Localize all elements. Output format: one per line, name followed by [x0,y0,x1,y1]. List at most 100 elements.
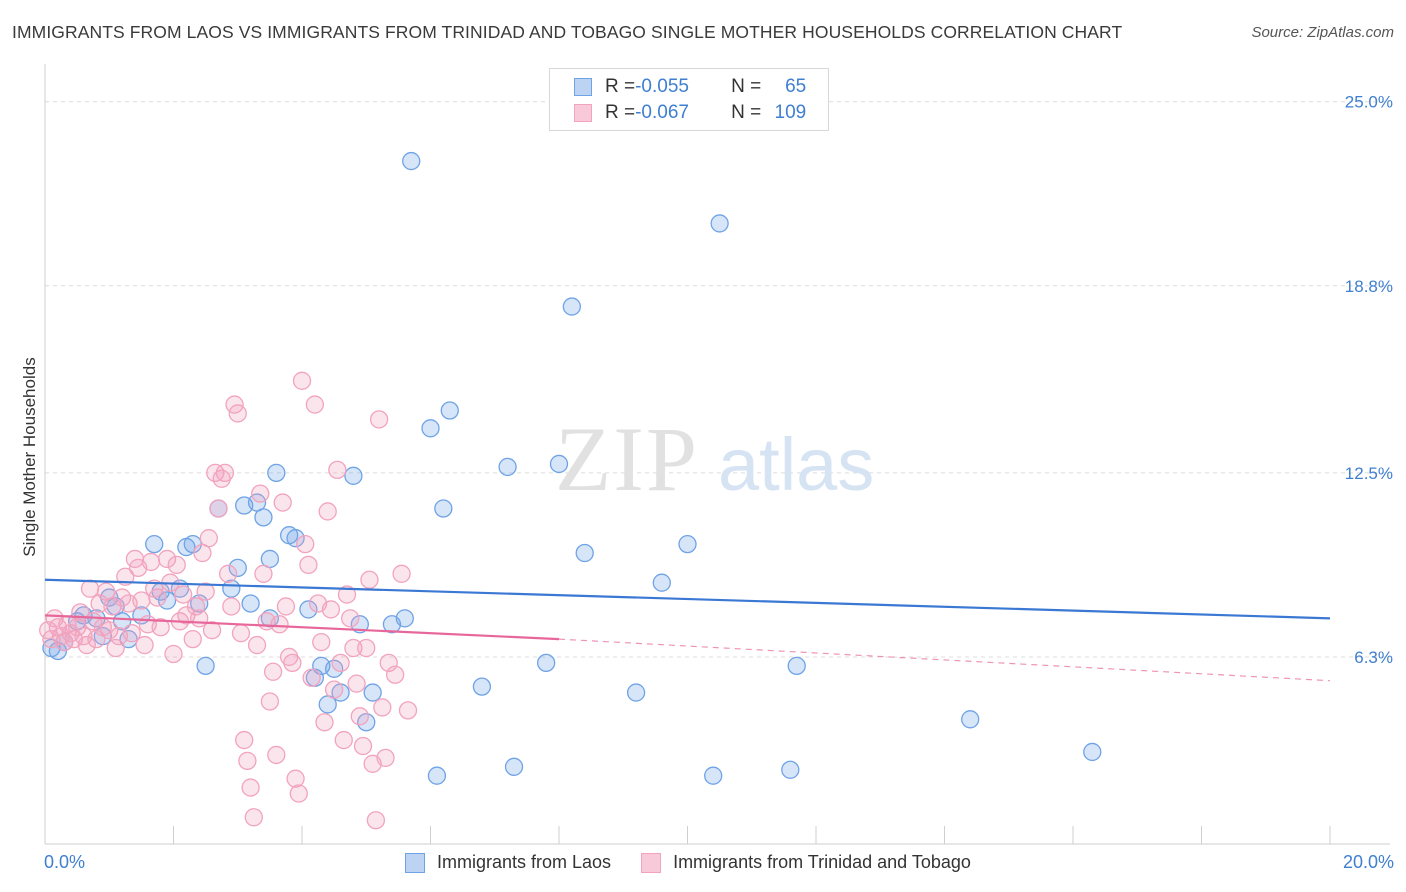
trinidad-point [347,674,366,693]
trinidad-point [247,635,267,655]
laos-point [710,214,729,233]
laos-point [112,612,132,631]
y-axis-label: Single Mother Households [20,357,39,557]
trinidad-point [312,632,331,652]
trinidad-point [373,698,392,717]
trinidad-point [209,499,228,518]
laos-point [402,151,421,171]
laos-point [196,656,215,675]
y-tick-label: 12.5% [1345,464,1393,483]
trinidad-point [386,665,405,684]
laos-point [395,609,414,628]
laos-point [254,508,273,527]
trinidad-point [334,730,353,750]
laos-point [562,297,581,316]
trinidad-point [173,585,193,604]
data-points [39,151,1102,830]
trinidad-point [183,629,202,649]
laos-point [498,457,517,477]
legend-item-laos[interactable]: Immigrants from Laos [405,852,611,873]
trinidad-point [164,644,183,664]
trinidad-point [218,564,238,583]
legend-label-laos: Immigrants from Laos [437,852,612,872]
trinidad-point [199,529,218,548]
laos-point [781,760,800,779]
laos-point [344,466,363,485]
laos-point [787,656,806,675]
laos-point [286,529,305,548]
trinidad-point [357,638,376,658]
trinidad-point [167,555,186,575]
trinidad-point [331,653,350,673]
trinidad-point [337,585,357,604]
y-tick-labels: 6.3% 12.5% 18.8% 25.0% [1345,93,1393,667]
trinidad-point [321,600,341,619]
legend-row-trinidad: R = -0.067 N = 109 [574,101,806,125]
trinidad-point [263,662,283,681]
trinidad-point [148,588,167,607]
trinidad-point [241,778,260,797]
legend-item-trinidad[interactable]: Immigrants from Trinidad and Tobago [641,852,971,873]
trinidad-point [376,748,395,768]
n-value: 109 [774,102,807,123]
trinidad-point [353,736,373,756]
trinidad-point [244,808,263,827]
laos-point [1083,742,1102,762]
laos-point [350,615,369,634]
laos-point [440,401,459,420]
trinidad-point [283,653,302,673]
y-tick-label: 18.8% [1345,277,1393,296]
r-value: -0.067 [635,102,689,123]
trinidad-point [296,534,315,554]
trinidad-point [286,769,305,788]
legend-label-trinidad: Immigrants from Trinidad and Tobago [673,852,971,872]
laos-point [421,419,440,438]
axes [44,64,1390,845]
laos-point [626,683,646,702]
laos-point [363,683,382,702]
zipatlas-watermark: ZIP atlas [555,408,874,510]
laos-swatch [574,78,592,96]
trinidad-point [254,564,273,583]
trinidad-point [222,597,241,616]
y-tick-label: 25.0% [1345,93,1393,112]
trinidad-point [398,701,418,720]
trinidad-point [270,615,289,634]
trinidad-point [228,404,247,423]
trinidad-point [328,460,347,480]
legend-row-laos: R = -0.055 N = 65 [574,75,806,99]
trinidad-point [276,597,296,616]
trinidad-point [366,811,386,830]
laos-point [575,543,594,563]
trinidad-point [273,493,292,512]
trinidad-point [122,624,141,643]
x-tick-label-max: 20.0% [1342,852,1394,872]
laos-point [228,558,247,578]
trinidad-point [196,582,215,601]
r-value: -0.055 [635,76,689,97]
laos-point [434,499,453,518]
n-label: N = [731,76,762,97]
trinidad-point [315,713,334,732]
series-legend: Immigrants from Laos Immigrants from Tri… [405,852,1001,873]
trinidad-point [369,410,389,429]
trinidad-point [251,484,270,503]
trinidad-point [350,707,369,726]
trinidad-point [235,730,254,750]
laos-point [472,677,492,696]
trinidad-point [231,624,251,643]
trinidad-point [360,570,379,589]
grid-lines [45,101,1390,658]
watermark-zip: ZIP [555,408,699,510]
r-label: R = [605,76,636,97]
trinidad-point [215,463,235,482]
trinidad-point [305,395,325,414]
trend-lines [44,578,1331,682]
trinidad-point [267,745,286,765]
trinidad-point [392,564,411,583]
trinidad-point [260,692,280,711]
trinidad-point [186,597,206,616]
r-label: R = [605,102,636,123]
watermark-atlas: atlas [718,423,874,506]
trinidad-trend-line [44,614,560,641]
